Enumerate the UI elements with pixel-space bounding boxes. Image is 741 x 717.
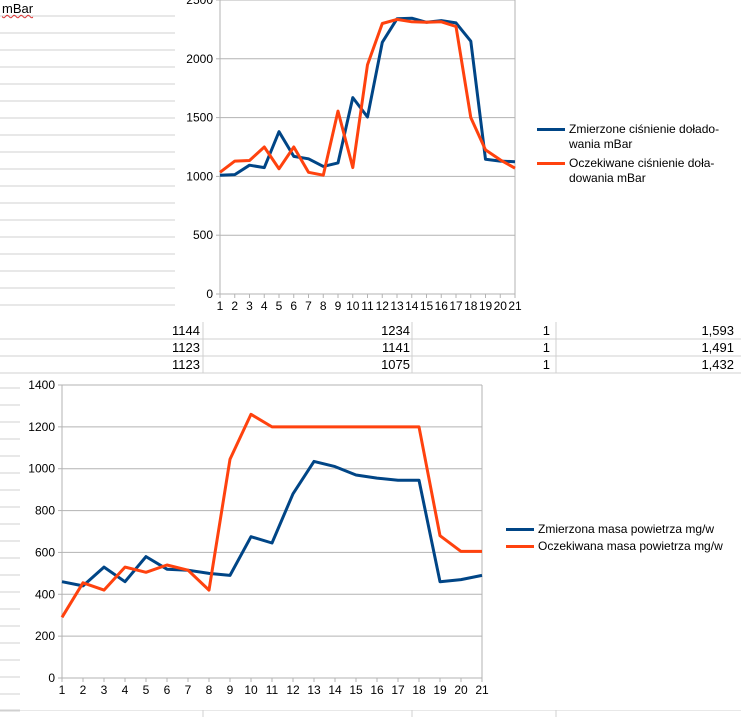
cell-d[interactable]: 1,432 [701, 357, 734, 372]
legend-item: Oczekiwana masa powietrza mg/w [506, 539, 741, 554]
series-line [61, 459, 483, 588]
legend-item: Zmierzona masa powietrza mg/w [506, 522, 741, 537]
y-tick-label: 1400 [28, 378, 55, 392]
cell-b[interactable]: 1075 [381, 357, 410, 372]
x-tick-label: 1 [59, 683, 66, 697]
x-tick-label: 8 [320, 299, 327, 313]
y-tick-label: 1000 [28, 462, 55, 476]
legend-item: Oczekiwane ciśnienie doła-dowania mBar [537, 156, 739, 186]
y-tick-label: 200 [35, 629, 55, 643]
y-tick-label: 600 [35, 545, 55, 559]
x-tick-label: 12 [286, 683, 300, 697]
x-tick-label: 9 [227, 683, 234, 697]
x-tick-label: 4 [261, 299, 268, 313]
cell-a[interactable]: 1123 [172, 357, 200, 372]
x-tick-label: 4 [122, 683, 129, 697]
y-tick-label: 1500 [186, 111, 213, 125]
y-tick-label: 400 [35, 587, 55, 601]
x-tick-label: 17 [391, 683, 405, 697]
y-tick-label: 2000 [186, 52, 213, 66]
x-tick-label: 16 [435, 299, 449, 313]
x-tick-label: 6 [164, 683, 171, 697]
boost-pressure-legend: Zmierzone ciśnienie dołado-wania mBar Oc… [537, 122, 739, 190]
x-tick-label: 7 [185, 683, 192, 697]
x-tick-label: 18 [412, 683, 426, 697]
cell-d[interactable]: 1,491 [701, 340, 734, 355]
series-line [219, 16, 516, 177]
cell-b[interactable]: 1141 [382, 340, 410, 355]
cell-a[interactable]: 1144 [172, 323, 200, 338]
legend-swatch [506, 528, 534, 531]
x-tick-label: 21 [508, 299, 522, 313]
x-tick-label: 15 [420, 299, 434, 313]
x-tick-label: 2 [80, 683, 87, 697]
x-tick-label: 19 [433, 683, 447, 697]
x-tick-label: 12 [376, 299, 390, 313]
x-tick-label: 2 [231, 299, 238, 313]
x-tick-label: 15 [349, 683, 363, 697]
cell-c[interactable]: 1 [542, 340, 550, 355]
air-mass-legend: Zmierzona masa powietrza mg/w Oczekiwana… [506, 522, 741, 558]
legend-label: Oczekiwana masa powietrza mg/w [538, 539, 723, 553]
cell-c[interactable]: 1 [542, 357, 550, 372]
legend-swatch [537, 128, 565, 131]
cell-d[interactable]: 1,593 [701, 323, 734, 338]
cell-a[interactable]: 1123 [172, 340, 200, 355]
x-tick-label: 16 [370, 683, 384, 697]
x-tick-label: 20 [454, 683, 468, 697]
legend-label: Zmierzona masa powietrza mg/w [538, 522, 715, 536]
x-tick-label: 8 [206, 683, 213, 697]
legend-label: Zmierzone ciśnienie dołado-wania mBar [569, 122, 720, 151]
legend-label: Oczekiwane ciśnienie doła-dowania mBar [569, 156, 715, 185]
x-tick-label: 18 [464, 299, 478, 313]
legend-item: Zmierzone ciśnienie dołado-wania mBar [537, 122, 739, 152]
unit-cell[interactable]: mBar [2, 1, 34, 16]
x-tick-label: 10 [346, 299, 360, 313]
x-tick-label: 3 [101, 683, 108, 697]
legend-swatch [537, 162, 565, 165]
x-tick-label: 6 [290, 299, 297, 313]
x-tick-label: 17 [449, 299, 463, 313]
x-tick-label: 13 [307, 683, 321, 697]
x-tick-label: 7 [305, 299, 312, 313]
y-tick-label: 1200 [28, 420, 55, 434]
y-tick-label: 0 [206, 287, 213, 301]
x-tick-label: 5 [276, 299, 283, 313]
x-tick-label: 11 [361, 299, 374, 313]
cell-b[interactable]: 1234 [381, 323, 410, 338]
x-tick-label: 14 [328, 683, 342, 697]
air-mass-chart[interactable]: 0 200 400 600 800 1000 1200 1400 1 2 3 4 5 6 7 8 9 10 11 12… [20, 376, 741, 710]
y-tick-label: 1000 [186, 169, 213, 183]
y-tick-label: 0 [48, 671, 55, 685]
cell-c[interactable]: 1 [542, 323, 550, 338]
x-tick-label: 3 [246, 299, 253, 313]
legend-swatch [506, 545, 534, 548]
x-tick-label: 21 [475, 683, 489, 697]
x-tick-label: 10 [244, 683, 258, 697]
x-tick-label: 20 [494, 299, 508, 313]
y-tick-label: 500 [193, 228, 213, 242]
x-tick-label: 14 [405, 299, 419, 313]
x-tick-label: 5 [143, 683, 150, 697]
x-tick-label: 1 [217, 299, 224, 313]
x-tick-label: 9 [335, 299, 342, 313]
x-tick-label: 11 [266, 683, 279, 697]
y-tick-label: 2500 [186, 0, 213, 7]
series-line [219, 17, 516, 177]
boost-pressure-chart[interactable]: 0 500 1000 1500 2000 2500 1 2 3 4 5 6 7 8 9 10 11 12 13 14 1… [175, 0, 741, 320]
y-tick-label: 800 [35, 504, 55, 518]
x-tick-label: 19 [479, 299, 493, 313]
x-tick-label: 13 [390, 299, 404, 313]
series-line [60, 412, 482, 619]
